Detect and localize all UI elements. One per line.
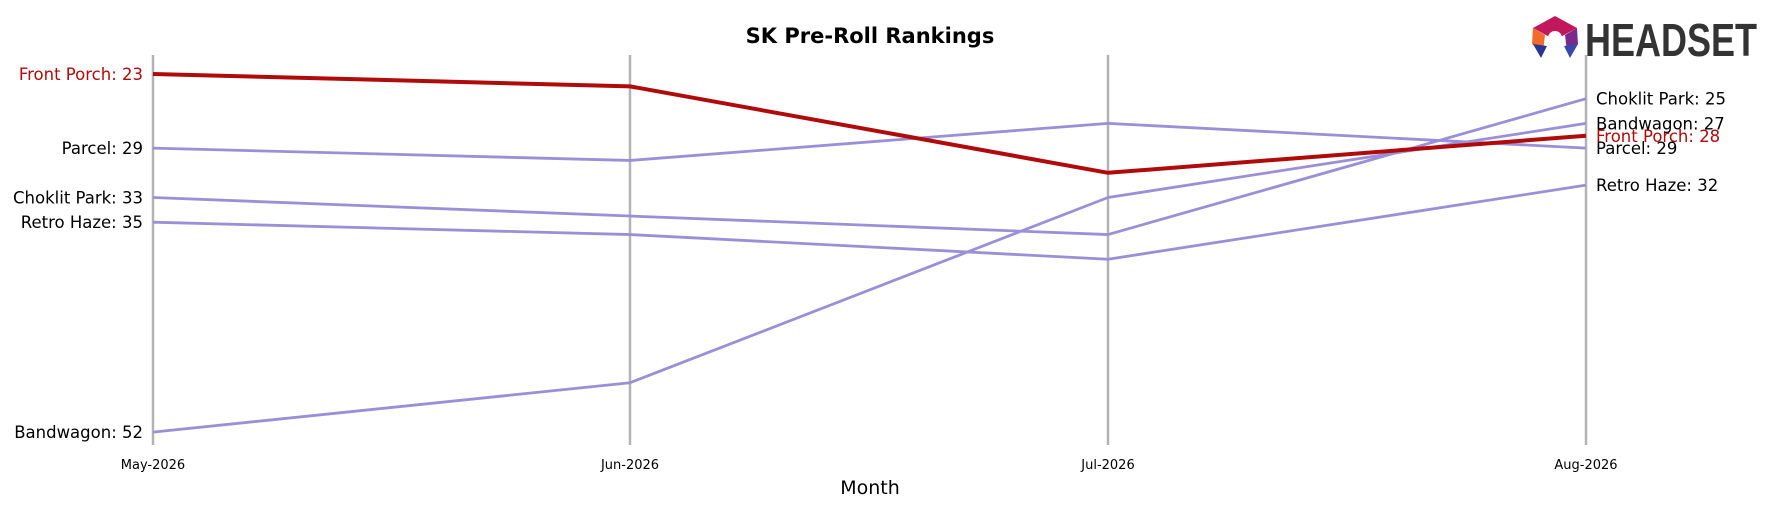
- end-label: Choklit Park: 25: [1596, 90, 1726, 109]
- x-axis-label: Month: [840, 477, 900, 499]
- start-label: Retro Haze: 35: [21, 213, 143, 232]
- x-tick-label: Jul-2026: [1080, 458, 1134, 473]
- series-line-front-porch: [152, 72, 1587, 175]
- start-label: Front Porch: 23: [19, 65, 143, 84]
- end-label: Parcel: 29: [1596, 139, 1677, 158]
- end-label: Retro Haze: 32: [1596, 176, 1718, 195]
- x-tick-labels: May-2026 Jun-2026 Jul-2026 Aug-2026: [121, 458, 1618, 473]
- series-line-parcel: [152, 122, 1587, 162]
- series-lines: [152, 72, 1587, 434]
- headset-logo-text: HEADSET: [1585, 14, 1757, 66]
- headset-logo: HEADSET: [1532, 14, 1757, 66]
- headset-logo-icon: [1532, 16, 1578, 58]
- x-tick-label: May-2026: [121, 458, 185, 473]
- series-line-retro-haze: [152, 183, 1587, 261]
- start-label: Bandwagon: 52: [14, 423, 143, 442]
- x-tick-label: Aug-2026: [1554, 458, 1617, 473]
- series-line-bandwagon: [152, 122, 1587, 434]
- x-tick-label: Jun-2026: [600, 458, 659, 473]
- series-line-choklit-park: [152, 97, 1587, 236]
- end-label: Bandwagon: 27: [1596, 114, 1725, 133]
- end-label: Front Porch: 28: [1596, 127, 1720, 146]
- start-labels: Front Porch: 23 Parcel: 29 Choklit Park: 3…: [13, 65, 143, 442]
- chart-title: SK Pre-Roll Rankings: [746, 24, 995, 48]
- vertical-gridlines: [151, 55, 1588, 445]
- start-label: Choklit Park: 33: [13, 189, 143, 208]
- start-label: Parcel: 29: [62, 139, 143, 158]
